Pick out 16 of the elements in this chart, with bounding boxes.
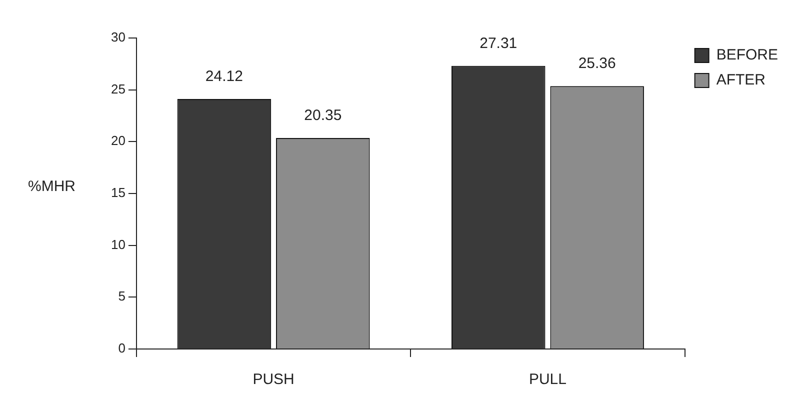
y-axis-title: %MHR: [28, 178, 76, 195]
y-tick-label: 0: [118, 340, 126, 356]
legend-label: BEFORE: [716, 46, 778, 64]
data-label: 20.35: [304, 107, 342, 124]
data-label: 25.36: [578, 55, 616, 72]
data-label: 24.12: [205, 68, 243, 85]
y-tick-label: 5: [118, 288, 126, 304]
x-tick-label: PULL: [528, 371, 566, 388]
legend-label: AFTER: [716, 72, 766, 89]
y-tick-label: 10: [110, 236, 126, 252]
data-label: 27.31: [480, 34, 518, 52]
y-tick-label: 30: [110, 30, 126, 45]
x-tick-label: PUSH: [252, 371, 294, 388]
y-tick-label: 25: [110, 81, 126, 96]
y-tick-label: 15: [110, 185, 126, 200]
y-tick-label: 20: [110, 133, 126, 148]
